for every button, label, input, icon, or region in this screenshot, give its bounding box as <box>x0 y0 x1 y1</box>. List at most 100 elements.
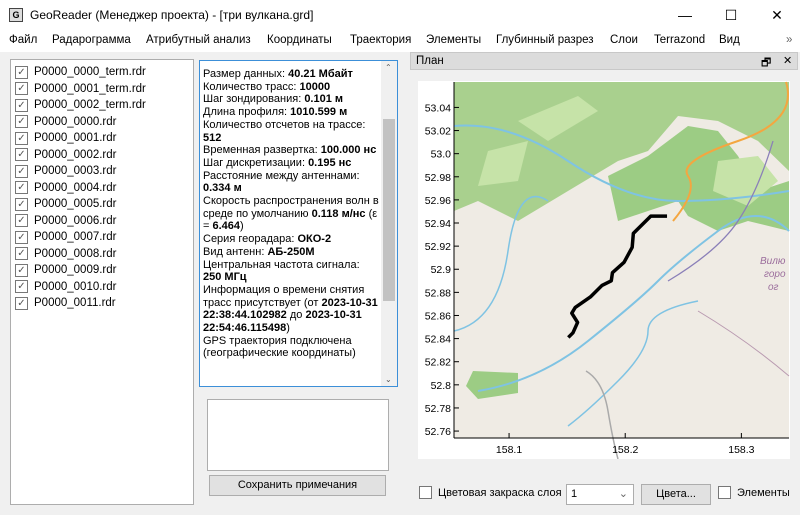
map-highway <box>672 81 789 222</box>
file-checkbox[interactable]: ✓ <box>15 65 28 79</box>
elements-checkbox[interactable]: Элементы <box>718 486 790 499</box>
chevron-down-icon: ⌄ <box>618 488 628 500</box>
map-place-label: Вилю <box>760 256 786 267</box>
y-tick-label: 52.9 <box>431 264 452 276</box>
file-item[interactable]: ✓ P0000_0003.rdr <box>15 163 116 179</box>
file-name: P0000_0001.rdr <box>34 132 117 144</box>
y-tick-label: 52.78 <box>425 403 451 415</box>
y-tick-label: 52.8 <box>431 380 452 392</box>
colors-button[interactable]: Цвета... <box>641 484 711 505</box>
menu-view[interactable]: Вид <box>719 34 740 46</box>
map-river <box>453 124 790 203</box>
menu-coordinates[interactable]: Координаты <box>267 34 332 46</box>
file-item[interactable]: ✓ P0000_0006.rdr <box>15 213 116 229</box>
info-line: Размер данных: 40.21 Мбайт <box>203 68 353 80</box>
minimize-button[interactable]: — <box>678 7 692 23</box>
menu-depth-section[interactable]: Глубинный разрез <box>496 34 594 46</box>
file-checkbox[interactable]: ✓ <box>15 115 28 128</box>
info-scrollbar[interactable]: ⌃ ⌄ <box>381 61 397 386</box>
info-line: Длина профиля: 1010.599 м <box>203 106 348 119</box>
menu-terrazond[interactable]: Terrazond <box>654 34 706 46</box>
info-line: Вид антенн: АБ-250М <box>203 245 315 258</box>
close-button[interactable]: ✕ <box>771 7 783 23</box>
info-line: Информация о времени снятия трасс присут… <box>203 283 378 335</box>
file-name: P0000_0010.rdr <box>34 280 117 293</box>
file-item[interactable]: ✓ P0000_0004.rdr <box>15 180 116 196</box>
info-line: Расстояние между антеннами: 0.334 м <box>203 169 360 195</box>
y-tick-label: 52.88 <box>425 287 451 299</box>
file-item[interactable]: ✓ P0000_0000_term.rdr <box>15 64 146 80</box>
x-tick-label: 158.1 <box>496 444 522 456</box>
file-item[interactable]: ✓ P0000_0002_term.rdr <box>15 97 146 113</box>
info-line: Шаг зондирования: 0.101 м <box>203 93 344 106</box>
file-checkbox[interactable]: ✓ <box>15 230 28 244</box>
file-checkbox[interactable]: ✓ <box>15 263 28 277</box>
notes-textarea[interactable] <box>207 399 389 471</box>
scroll-down-icon[interactable]: ⌄ <box>385 375 392 384</box>
scroll-thumb[interactable] <box>383 119 395 301</box>
info-line: Количество трасс: 10000 <box>203 80 331 93</box>
file-checkbox[interactable]: ✓ <box>15 280 28 293</box>
layer-color-checkbox[interactable]: Цветовая закраска слоя <box>419 486 562 499</box>
file-item[interactable]: ✓ P0000_0010.rdr <box>15 279 116 295</box>
map-river <box>453 195 549 332</box>
file-name: P0000_0002_term.rdr <box>34 99 146 111</box>
save-notes-button[interactable]: Сохранить примечания <box>209 475 386 496</box>
file-checkbox[interactable]: ✓ <box>15 148 28 161</box>
file-item[interactable]: ✓ P0000_0008.rdr <box>15 246 116 262</box>
maximize-button[interactable]: ☐ <box>724 7 738 23</box>
y-tick-label: 52.96 <box>425 195 451 207</box>
close-panel-icon[interactable]: ✕ <box>783 55 793 67</box>
map-vegetation <box>478 141 528 186</box>
map-vegetation <box>608 126 789 231</box>
file-checkbox[interactable]: ✓ <box>15 214 28 227</box>
file-name: P0000_0004.rdr <box>34 181 117 194</box>
file-info-panel: Размер данных: 40.21 Мбайт Количество тра… <box>199 60 398 387</box>
menu-file[interactable]: Файл <box>9 34 38 46</box>
info-line: Серия георадара: ОКО-2 <box>203 233 332 246</box>
file-checkbox[interactable]: ✓ <box>15 181 28 194</box>
x-tick-label: 158.2 <box>612 444 638 456</box>
file-item[interactable]: ✓ P0000_0005.rdr <box>15 196 116 212</box>
window-title: GeoReader (Менеджер проекта) - [три вулк… <box>30 8 314 22</box>
checkbox-box[interactable] <box>718 486 731 499</box>
file-item[interactable]: ✓ P0000_0007.rdr <box>15 229 116 245</box>
checkbox-box[interactable] <box>419 486 432 499</box>
file-name: P0000_0005.rdr <box>34 198 117 210</box>
layer-select[interactable]: 1 ⌄ <box>566 484 634 505</box>
file-checkbox[interactable]: ✓ <box>15 296 28 310</box>
file-item[interactable]: ✓ P0000_0002.rdr <box>15 147 116 163</box>
file-checkbox[interactable]: ✓ <box>15 197 28 211</box>
scroll-up-icon[interactable]: ⌃ <box>385 63 392 72</box>
file-checkbox[interactable]: ✓ <box>15 98 28 112</box>
elements-label: Элементы <box>737 486 790 499</box>
menu-elements[interactable]: Элементы <box>426 34 482 46</box>
y-tick-label: 53.02 <box>425 126 451 138</box>
file-item[interactable]: ✓ P0000_0001.rdr <box>15 130 116 146</box>
info-line: Временная развертка: 100.000 нс <box>203 144 377 157</box>
plan-map[interactable]: Вилю горо ог 53.04 53.02 53.0 52.98 52.96 52.94 5… <box>418 81 790 460</box>
menu-overflow-icon[interactable]: » <box>786 34 793 46</box>
layer-select-value: 1 <box>571 488 578 500</box>
file-item[interactable]: ✓ P0000_0001_term.rdr <box>15 81 146 97</box>
file-item[interactable]: ✓ P0000_0011.rdr <box>15 295 116 311</box>
file-checkbox[interactable]: ✓ <box>15 164 28 178</box>
file-list[interactable]: ✓ P0000_0000_term.rdr ✓ P0000_0001_term.rdr… <box>10 59 194 505</box>
restore-panel-icon[interactable]: 🗗 <box>761 57 772 69</box>
file-checkbox[interactable]: ✓ <box>15 131 28 145</box>
menu-attribute-analysis[interactable]: Атрибутный анализ <box>146 34 251 46</box>
map-svg[interactable]: Вилю горо ог 53.04 53.02 53.0 52.98 52.96 52.94 5… <box>418 81 790 460</box>
file-info-text: Размер данных: 40.21 Мбайт Количество тра… <box>203 68 381 360</box>
menu-trajectory[interactable]: Траектория <box>350 34 412 46</box>
file-checkbox[interactable]: ✓ <box>15 247 28 260</box>
file-checkbox[interactable]: ✓ <box>15 82 28 95</box>
info-line: Центральная частота сигнала: 250 МГц <box>203 258 360 284</box>
file-item[interactable]: ✓ P0000_0009.rdr <box>15 262 116 278</box>
menu-radargram[interactable]: Радарограмма <box>52 34 131 46</box>
y-tick-label: 52.84 <box>425 334 451 346</box>
file-name: P0000_0000.rdr <box>34 115 117 128</box>
file-item[interactable]: ✓ P0000_0000.rdr <box>15 114 116 130</box>
y-tick-label: 53.0 <box>431 149 452 161</box>
menu-layers[interactable]: Слои <box>610 34 638 46</box>
file-name: P0000_0001_term.rdr <box>34 82 146 95</box>
